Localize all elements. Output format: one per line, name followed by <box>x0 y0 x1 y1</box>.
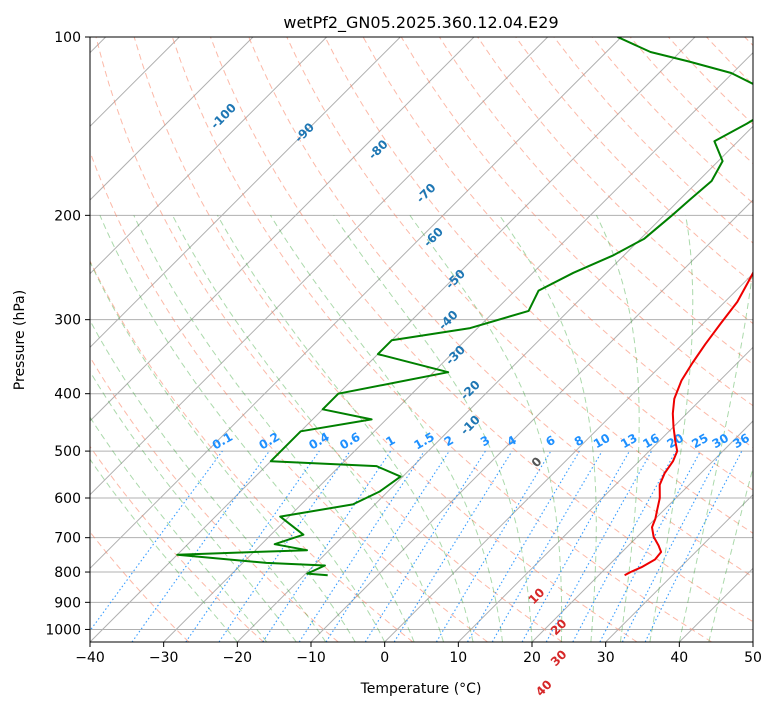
background-lines <box>90 37 753 642</box>
temperature-profile <box>624 270 753 577</box>
chart-title: wetPf2_GN05.2025.360.12.04.E29 <box>283 13 558 33</box>
y-axis-ticks: 100 200 300 400 500 600 700 800 900 1000 <box>45 30 90 638</box>
dry-adiabat <box>248 37 753 578</box>
y-tick-label: 700 <box>54 531 81 547</box>
moist-adiabat <box>333 215 533 642</box>
moist-adiabat <box>217 215 474 642</box>
isotherm-line <box>90 37 475 422</box>
mixing-ratio-line <box>298 450 425 642</box>
y-tick-label: 400 <box>54 387 81 403</box>
dry-adiabat <box>95 37 563 642</box>
moist-adiabat <box>172 215 445 642</box>
moist-adiabat <box>270 215 503 642</box>
isotherm-line <box>90 37 328 275</box>
dry-adiabat <box>90 356 339 642</box>
mixing-ratio-line <box>572 450 677 642</box>
isotherm-line <box>163 51 753 642</box>
dry-adiabat <box>90 259 414 642</box>
isotherm-line <box>90 37 254 201</box>
mixing-ratio-line <box>545 450 653 642</box>
dry-adiabat <box>210 37 753 623</box>
dry-adiabat <box>286 37 753 534</box>
moist-adiabat <box>649 215 694 642</box>
isotherm-line <box>384 272 753 642</box>
y-tick-label: 900 <box>54 595 81 611</box>
moist-adiabat <box>678 265 753 642</box>
x-tick-label: 0 <box>380 650 389 666</box>
moist-adiabat <box>596 215 640 642</box>
isotherm-line <box>605 493 753 642</box>
moist-adiabat <box>90 458 238 642</box>
plot-area <box>90 37 753 642</box>
x-axis-label: Temperature (°C) <box>360 681 482 697</box>
isotherm-label: 30 <box>548 647 570 669</box>
dry-adiabat <box>133 37 638 642</box>
moist-adiabat <box>90 370 297 642</box>
y-tick-label: 800 <box>54 565 81 581</box>
x-tick-label: 20 <box>523 650 541 666</box>
x-axis-ticks: −40 −30 −20 −10 0 10 20 30 40 50 <box>75 642 762 666</box>
moist-adiabat <box>409 215 563 642</box>
dewpoint-profile <box>176 37 753 577</box>
x-tick-label: 40 <box>670 650 688 666</box>
isotherm-line <box>457 346 753 642</box>
x-tick-label: −10 <box>296 650 326 666</box>
mixing-ratio-line <box>90 450 223 632</box>
isotherm-line <box>752 641 753 642</box>
dry-adiabat <box>515 37 753 284</box>
x-tick-label: −20 <box>223 650 253 666</box>
y-tick-label: 1000 <box>45 622 81 638</box>
x-tick-label: −30 <box>149 650 179 666</box>
mixing-ratio-line <box>644 450 743 642</box>
mixing-ratio-line <box>521 450 630 642</box>
mixing-ratio-line <box>218 450 351 642</box>
isotherm-line <box>90 37 549 496</box>
moist-adiabat <box>90 416 268 642</box>
x-tick-label: 30 <box>597 650 615 666</box>
profiles <box>176 37 753 577</box>
isotherm-line <box>90 37 401 349</box>
mixing-ratio-line <box>131 450 270 642</box>
y-tick-label: 100 <box>54 30 81 46</box>
x-tick-label: 10 <box>449 650 467 666</box>
x-tick-label: 50 <box>744 650 762 666</box>
mixing-ratio-line <box>185 450 320 642</box>
moist-adiabat <box>99 215 386 642</box>
x-tick-label: −40 <box>75 650 105 666</box>
mixing-ratio-line <box>262 450 392 642</box>
moist-adiabat <box>133 215 415 642</box>
y-tick-label: 300 <box>54 313 81 329</box>
mixing-ratio-line <box>393 450 513 642</box>
isotherm-label: 40 <box>533 677 555 699</box>
isotherm-line <box>90 37 622 570</box>
y-tick-label: 500 <box>54 444 81 460</box>
y-tick-label: 200 <box>54 208 81 224</box>
isotherm-line <box>531 420 753 642</box>
y-tick-label: 600 <box>54 491 81 507</box>
dry-adiabat <box>90 445 264 642</box>
plot-frame <box>89 36 754 643</box>
dry-adiabat <box>171 37 712 642</box>
mixing-ratio-line <box>325 450 450 642</box>
dry-adiabat <box>324 37 753 491</box>
moist-adiabat <box>90 260 356 642</box>
moist-adiabat <box>90 319 327 642</box>
y-axis-label: Pressure (hPa) <box>12 290 28 390</box>
isotherm-line <box>236 125 753 642</box>
